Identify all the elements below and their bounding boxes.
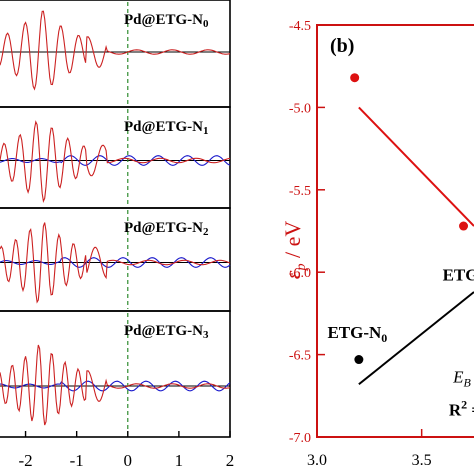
pdos-subpanel: Pd@ETG-N1 [0, 106, 231, 209]
y-tick-label: -6.5 [289, 349, 311, 364]
subpanel-name: Pd@ETG-N2 [124, 220, 209, 238]
pd-d-pdos-curve [0, 120, 231, 203]
subpanel-name-main: Pd@ETG-N [124, 323, 203, 339]
panel-label: (b) [330, 35, 354, 57]
annotation-main: E [452, 368, 464, 387]
subpanel-name-sub: 3 [203, 329, 209, 341]
fit-line [358, 291, 474, 386]
annotation-tail: = [467, 401, 474, 420]
y-axis-label: εp / eV [280, 221, 309, 280]
y-label-sub: p [294, 264, 309, 272]
y-tick-label: -4.5 [289, 19, 311, 34]
subpanel-name-main: Pd@ETG-N [124, 119, 203, 135]
subpanel-name-sub: 0 [203, 18, 209, 30]
x-tick-label: 2 [226, 451, 235, 470]
support-pdos-curve [0, 380, 231, 392]
subpanel-name-sub: 1 [203, 125, 209, 137]
subpanel-name: Pd@ETG-N3 [124, 323, 209, 341]
y-tick-label: -7.0 [289, 431, 311, 446]
x-tick-label: 3.5 [412, 452, 432, 469]
annotation-sup: 2 [461, 398, 467, 412]
y-tick-label: -5.5 [289, 184, 311, 199]
annotation-sub: 0 [381, 331, 387, 345]
annotation-main: ETG-N [327, 323, 382, 342]
support-pdos-curve [0, 257, 231, 268]
data-point [350, 73, 360, 83]
subpanel-name-sub: 2 [203, 226, 209, 238]
annotation: R2 = [449, 398, 474, 420]
annotation-main: ETG [443, 265, 474, 284]
x-tick-label: -1 [70, 451, 84, 470]
annotation-main: R [449, 401, 462, 420]
scatter-marks [350, 73, 474, 386]
y-label-unit: / eV [280, 221, 305, 264]
subpanel-name-main: Pd@ETG-N [124, 12, 203, 28]
annotation-sub: B [463, 376, 471, 390]
y-tick-label: -6.0 [289, 266, 311, 281]
x-tick-label: 1 [175, 451, 184, 470]
y-label-symbol: ε [280, 270, 305, 279]
data-point [459, 221, 469, 231]
annotation: ETG [443, 265, 474, 284]
subpanel-name-main: Pd@ETG-N [124, 220, 203, 236]
x-tick-label: 0 [124, 451, 133, 470]
pdos-subpanel: Pd@ETG-N0 [0, 0, 231, 108]
support-pdos-curve [0, 155, 231, 166]
pdos-subpanel: Pd@ETG-N2 [0, 207, 231, 312]
annotation: ETG-N0 [327, 323, 387, 345]
scatter-panel: -4.5 -5.0 -5.5 -6.0 -6.5 -7.0 3.0 3.5 (b) εp / … [280, 19, 474, 469]
pdos-x-ticks: -2 -1 0 1 2 [18, 431, 234, 470]
data-point [354, 355, 364, 365]
annotation-tail: = [471, 368, 474, 387]
annotation: EB = [452, 368, 474, 390]
x-tick-label: 3.0 [307, 452, 327, 469]
pd-d-pdos-curve [0, 344, 231, 426]
scatter-ticks: -4.5 -5.0 -5.5 -6.0 -6.5 -7.0 3.0 3.5 [289, 19, 432, 469]
scatter-frame [316, 24, 474, 438]
pd-d-pdos-curve [0, 222, 231, 304]
pdos-subpanel: Pd@ETG-N3 [0, 310, 231, 438]
subpanel-name: Pd@ETG-N0 [124, 12, 209, 30]
pd-d-pdos-curve [0, 10, 231, 91]
fit-line [358, 106, 474, 227]
x-tick-label: -2 [18, 451, 32, 470]
y-tick-label: -5.0 [289, 101, 311, 116]
subpanel-name: Pd@ETG-N1 [124, 119, 208, 137]
subpanel-frame [0, 310, 231, 438]
